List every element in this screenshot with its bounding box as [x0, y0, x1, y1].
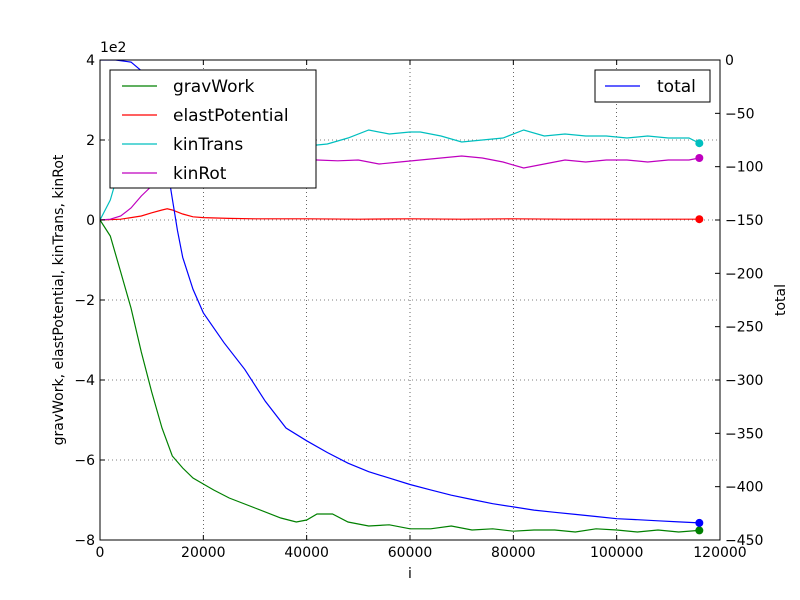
legend-label-total: total	[657, 77, 696, 97]
y-right-tick-label: 0	[725, 53, 734, 69]
series-line-elastPotential	[100, 208, 700, 221]
y-right-tick-label: −300	[725, 373, 763, 389]
y-left-tick-label: 2	[86, 133, 95, 149]
x-tick-label: 80000	[491, 545, 536, 561]
y-left-tick-label: −2	[74, 293, 95, 309]
x-tick-label: 60000	[388, 545, 433, 561]
legend-left: gravWork elastPotential kinTrans kinRot	[109, 69, 317, 189]
x-axis-title: i	[408, 566, 412, 582]
legend-label-elastPotential: elastPotential	[173, 106, 289, 126]
y-left-tick-label: 0	[86, 213, 95, 229]
x-tick-label: 0	[96, 545, 105, 561]
series-end-marker-kinTrans	[695, 139, 704, 148]
y-right-tick-label: −200	[725, 266, 763, 282]
series-line-gravWork	[100, 219, 700, 533]
series-end-marker-elastPotential	[695, 215, 704, 224]
y-left-axis-title: gravWork, elastPotential, kinTrans, kinR…	[51, 154, 67, 445]
series-end-marker-kinRot	[695, 154, 704, 162]
legend-right: total	[594, 69, 711, 103]
series-end-marker-gravWork	[695, 526, 704, 535]
ticks: 0 20000 40000 60000 80000 100000 120000 −8 −6 −4 −…	[74, 53, 763, 561]
y-right-tick-label: −100	[725, 160, 763, 176]
y-left-tick-label: −6	[74, 453, 95, 469]
x-tick-label: 120000	[693, 545, 746, 561]
y-left-tick-label: −4	[74, 373, 95, 389]
y-right-tick-label: −150	[725, 213, 763, 229]
y-right-tick-label: −450	[725, 533, 763, 549]
y-right-tick-label: −50	[725, 106, 755, 122]
y-left-tick-label: −8	[74, 533, 95, 549]
x-tick-label: 100000	[590, 545, 643, 561]
x-tick-label: 20000	[181, 545, 226, 561]
y-left-tick-label: 4	[86, 53, 95, 69]
y-left-offset-text: 1e2	[100, 40, 126, 56]
series-end-marker-total	[695, 518, 704, 527]
x-tick-label: 40000	[284, 545, 329, 561]
legend-label-kinTrans: kinTrans	[173, 135, 243, 155]
legend-label-kinRot: kinRot	[173, 164, 227, 184]
legend-label-gravWork: gravWork	[173, 77, 254, 97]
legend-left-box	[109, 69, 317, 189]
y-right-axis-title: total	[773, 284, 789, 316]
y-right-tick-label: −250	[725, 320, 763, 336]
y-right-tick-label: −400	[725, 480, 763, 496]
y-right-tick-label: −350	[725, 426, 763, 442]
